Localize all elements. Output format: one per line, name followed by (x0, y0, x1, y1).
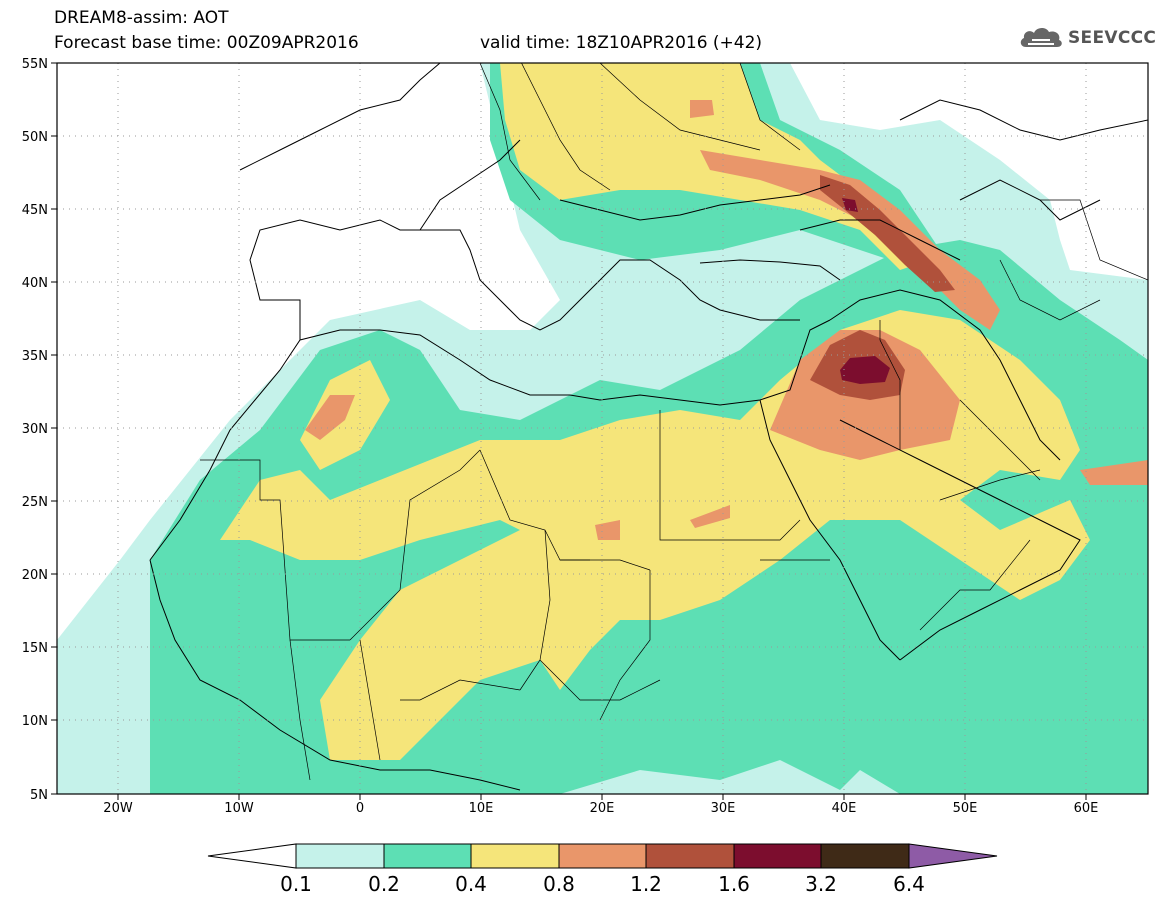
cloud-icon (1020, 27, 1062, 47)
map-title: DREAM8-assim: AOT (54, 8, 229, 28)
lat-label: 35N (22, 349, 48, 364)
aot-band-0.8 (305, 100, 1148, 540)
colorbar-swatch (383, 843, 472, 869)
forecast-base-time: Forecast base time: 00Z09APR2016 (54, 33, 359, 53)
logo-text: SEEVCCC (1068, 28, 1157, 48)
colorbar: 0.1 0.2 0.4 0.8 1.2 1.6 3.2 6.4 (207, 843, 998, 896)
colorbar-under-arrow (207, 843, 297, 869)
tick-marks (51, 62, 1087, 800)
lon-label: 40E (832, 801, 857, 816)
colorbar-swatch (295, 843, 385, 869)
colorbar-level-label: 0.1 (280, 872, 312, 896)
colorbar-swatch (470, 843, 560, 869)
colorbar-swatch (733, 843, 822, 869)
lat-label: 30N (22, 422, 48, 437)
country-borders (200, 63, 1148, 781)
aot-band-0.4 (220, 63, 1090, 760)
valid-time: valid time: 18Z10APR2016 (+42) (480, 33, 763, 53)
colorbar-level-label: 0.4 (455, 872, 487, 896)
lon-label: 20W (103, 801, 133, 816)
aot-band-1.6 (840, 198, 890, 384)
colorbar-level-label: 1.6 (718, 872, 750, 896)
aot-band-1.2 (810, 175, 955, 400)
lat-label: 25N (22, 495, 48, 510)
lat-labels: 5N 10N 15N 20N 25N 30N 35N 40N 45N 50N 5… (22, 57, 48, 803)
lat-label: 20N (22, 568, 48, 583)
lon-label: 60E (1074, 801, 1099, 816)
lon-label: 0 (356, 801, 364, 816)
colorbar-level-label: 1.2 (630, 872, 662, 896)
lat-label: 5N (30, 788, 48, 803)
colorbar-level-label: 0.2 (368, 872, 400, 896)
coastlines (149, 63, 1148, 791)
colorbar-swatch (820, 843, 910, 869)
lat-label: 40N (22, 276, 48, 291)
lon-label: 30E (711, 801, 736, 816)
lat-label: 15N (22, 641, 48, 656)
lon-label: 10E (469, 801, 494, 816)
lat-label: 55N (22, 57, 48, 72)
lon-labels: 20W 10W 0 10E 20E 30E 40E 50E 60E (103, 801, 1098, 816)
colorbar-level-label: 6.4 (893, 872, 925, 896)
colorbar-level-label: 3.2 (805, 872, 837, 896)
seevccc-logo: SEEVCCC (1018, 24, 1156, 52)
aot-field (57, 63, 1148, 794)
lon-label: 20E (590, 801, 615, 816)
colorbar-over-arrow (908, 843, 998, 869)
lon-label: 10W (224, 801, 254, 816)
colorbar-level-label: 0.8 (543, 872, 575, 896)
lat-label: 50N (22, 130, 48, 145)
lat-label: 45N (22, 203, 48, 218)
lon-label: 50E (953, 801, 978, 816)
lat-label: 10N (22, 714, 48, 729)
colorbar-swatch (558, 843, 647, 869)
colorbar-swatch (645, 843, 735, 869)
